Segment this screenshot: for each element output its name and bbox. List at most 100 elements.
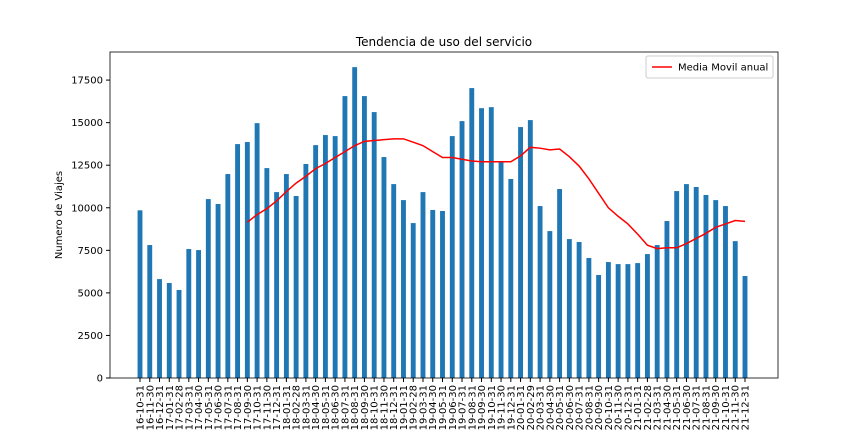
x-tick-label: 19-01-31 bbox=[399, 385, 410, 430]
bar bbox=[332, 136, 338, 378]
bar bbox=[518, 127, 524, 378]
x-tick-label: 21-08-31 bbox=[701, 385, 712, 430]
x-tick-label: 17-06-30 bbox=[214, 385, 225, 430]
x-tick-label: 21-04-30 bbox=[662, 385, 673, 430]
x-tick-label: 19-09-30 bbox=[477, 385, 488, 430]
y-tick-label: 5000 bbox=[78, 288, 103, 299]
bar bbox=[283, 174, 289, 378]
y-axis-label: Numero de Viajes bbox=[54, 171, 65, 259]
bar bbox=[235, 144, 241, 378]
x-tick-label: 17-10-31 bbox=[253, 385, 264, 430]
bar bbox=[479, 108, 484, 378]
bar bbox=[547, 231, 553, 378]
x-tick-label: 18-12-31 bbox=[389, 385, 400, 430]
x-tick-label: 16-11-30 bbox=[145, 385, 156, 430]
x-tick-label: 21-11-30 bbox=[731, 385, 742, 430]
bar bbox=[596, 275, 602, 378]
plot-frame bbox=[109, 51, 779, 379]
bar bbox=[342, 96, 348, 379]
bar bbox=[371, 112, 377, 378]
bar bbox=[537, 206, 543, 378]
x-tick-label: 19-07-31 bbox=[458, 385, 469, 430]
bar bbox=[625, 264, 631, 378]
x-tick-label: 19-06-30 bbox=[448, 385, 459, 430]
bar bbox=[605, 262, 611, 378]
bar bbox=[215, 204, 221, 378]
x-tick-label: 20-10-31 bbox=[604, 385, 615, 430]
bar bbox=[410, 223, 416, 378]
x-tick-label: 17-02-28 bbox=[175, 385, 186, 430]
x-tick-label: 17-12-31 bbox=[272, 385, 283, 430]
bar bbox=[742, 276, 748, 378]
x-tick-label: 19-02-28 bbox=[409, 385, 420, 430]
bar bbox=[205, 199, 211, 378]
x-tick-label: 17-03-31 bbox=[184, 385, 195, 430]
bar bbox=[469, 88, 475, 379]
x-tick-label: 21-06-30 bbox=[682, 385, 693, 430]
bar bbox=[664, 221, 670, 378]
x-tick-label: 20-04-30 bbox=[545, 385, 556, 430]
x-tick-label: 17-11-30 bbox=[262, 385, 273, 430]
x-tick-label: 20-08-31 bbox=[584, 385, 595, 430]
y-tick-label: 0 bbox=[97, 374, 103, 385]
x-tick-label: 18-11-30 bbox=[379, 385, 390, 430]
x-tick-label: 18-03-31 bbox=[301, 385, 312, 430]
bar bbox=[157, 279, 162, 378]
bar bbox=[498, 162, 504, 378]
x-tick-label: 20-11-30 bbox=[614, 385, 625, 430]
x-tick-label: 21-12-31 bbox=[741, 385, 752, 430]
chart-title: Tendencia de uso del servicio bbox=[355, 35, 532, 49]
x-tick-label: 19-11-30 bbox=[497, 385, 508, 430]
x-tick-label: 17-08-31 bbox=[233, 385, 244, 430]
bar bbox=[303, 164, 309, 378]
x-tick-label: 18-02-28 bbox=[292, 385, 303, 430]
x-tick-label: 20-09-30 bbox=[594, 385, 605, 430]
bar bbox=[566, 239, 572, 378]
bar bbox=[586, 257, 592, 378]
bar bbox=[527, 120, 533, 378]
y-tick-label: 10000 bbox=[71, 203, 103, 214]
bar bbox=[391, 184, 397, 378]
y-tick-label: 2500 bbox=[78, 331, 103, 342]
x-tick-label: 20-05-31 bbox=[555, 385, 566, 430]
y-tick-label: 12500 bbox=[71, 161, 103, 172]
bar bbox=[293, 196, 299, 378]
bar bbox=[488, 107, 494, 379]
bar bbox=[459, 121, 465, 378]
bar bbox=[430, 209, 436, 378]
y-tick-label: 17500 bbox=[71, 76, 103, 87]
x-tick-label: 17-07-31 bbox=[223, 385, 234, 430]
x-tick-label: 19-03-31 bbox=[418, 385, 429, 430]
x-tick-label: 19-04-30 bbox=[428, 385, 439, 430]
x-tick-label: 21-02-28 bbox=[643, 385, 654, 430]
x-tick-label: 18-05-31 bbox=[321, 385, 332, 430]
bar bbox=[254, 123, 260, 378]
x-tick-label: 18-10-31 bbox=[370, 385, 381, 430]
x-tick-label: 18-09-30 bbox=[360, 385, 371, 430]
x-tick-label: 19-05-31 bbox=[438, 385, 449, 430]
x-tick-label: 18-08-31 bbox=[350, 385, 361, 430]
x-tick-label: 21-07-31 bbox=[692, 385, 703, 430]
bar bbox=[313, 145, 319, 378]
x-tick-label: 18-01-31 bbox=[282, 385, 293, 430]
bar bbox=[401, 200, 406, 378]
bar bbox=[176, 289, 182, 378]
x-tick-label: 17-01-31 bbox=[165, 385, 176, 430]
x-tick-label: 19-12-31 bbox=[506, 385, 517, 430]
bar bbox=[352, 67, 358, 379]
x-tick-label: 21-10-31 bbox=[721, 385, 732, 430]
x-tick-label: 18-07-31 bbox=[340, 385, 351, 430]
x-tick-label: 20-12-31 bbox=[623, 385, 634, 430]
bar bbox=[576, 241, 582, 378]
x-tick-label: 20-02-29 bbox=[526, 385, 537, 430]
bar bbox=[693, 186, 699, 378]
bar bbox=[635, 263, 641, 378]
bar bbox=[147, 245, 153, 378]
bar bbox=[225, 174, 231, 378]
x-tick-label: 18-06-30 bbox=[331, 385, 342, 430]
x-tick-label: 16-10-31 bbox=[136, 385, 147, 430]
x-tick-label: 19-10-31 bbox=[487, 385, 498, 430]
x-tick-label: 21-05-31 bbox=[672, 385, 683, 430]
x-tick-label: 20-03-31 bbox=[536, 385, 547, 430]
bar bbox=[703, 194, 709, 378]
